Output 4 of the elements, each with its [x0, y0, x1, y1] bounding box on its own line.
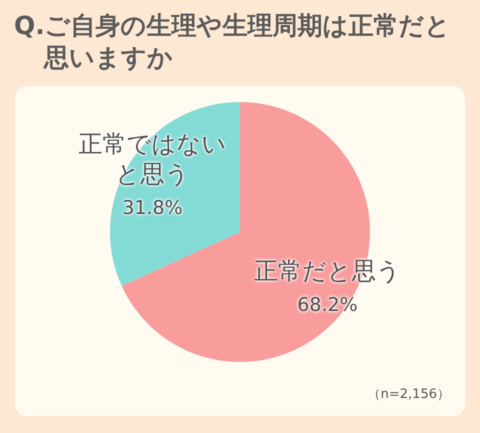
slice-label: 正常だと思う [254, 256, 401, 286]
text: （n=2,156） [368, 386, 450, 403]
chart-title: Q.ご自身の生理や生理周期は正常だと思いますか [14, 10, 452, 74]
data-label: 31.8% [121, 196, 184, 221]
